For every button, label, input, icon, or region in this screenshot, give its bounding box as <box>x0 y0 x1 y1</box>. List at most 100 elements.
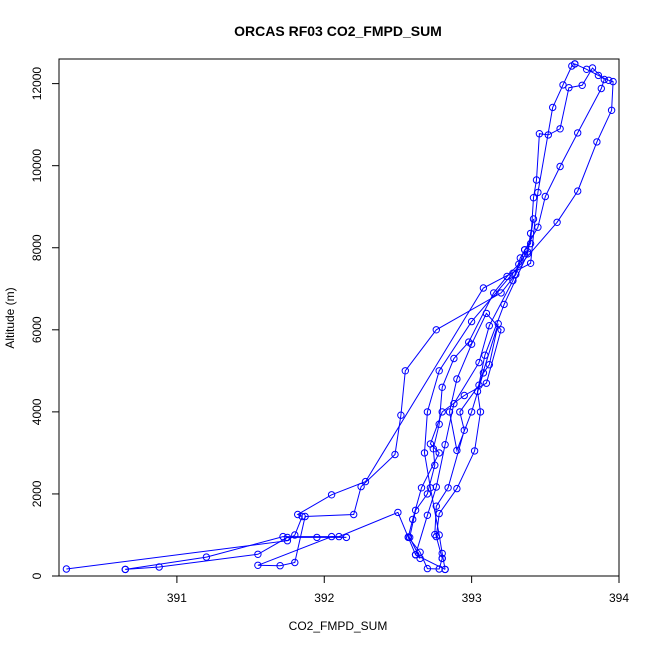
data-point <box>438 549 446 558</box>
chart-title: ORCAS RF03 CO2_FMPD_SUM <box>234 23 442 39</box>
data-point <box>481 351 489 359</box>
data-point <box>534 223 542 231</box>
y-tick-label: 0 <box>30 572 44 579</box>
data-point <box>283 537 292 545</box>
y-tick-label: 12000 <box>30 67 44 101</box>
data-point <box>435 449 443 457</box>
data-point <box>361 477 370 486</box>
data-point <box>565 84 573 92</box>
data-point <box>350 510 358 519</box>
series-layer <box>62 60 617 574</box>
data-point <box>301 512 309 521</box>
data-point <box>411 506 420 514</box>
data-point <box>509 276 517 285</box>
data-point <box>594 71 603 80</box>
data-point <box>494 320 502 328</box>
data-point <box>202 553 211 561</box>
y-axis-label: Altitude (m) <box>3 287 17 348</box>
data-point <box>574 129 582 137</box>
data-point <box>438 408 446 416</box>
data-point <box>417 484 426 492</box>
data-point <box>435 367 443 375</box>
x-tick-label: 392 <box>314 591 334 605</box>
data-point <box>441 441 449 449</box>
data-point <box>404 533 412 541</box>
data-point <box>456 408 464 416</box>
data-point <box>298 512 306 521</box>
data-point <box>423 490 432 498</box>
data-point <box>497 326 505 334</box>
data-point <box>431 530 439 539</box>
y-tick-label: 6000 <box>30 316 44 343</box>
data-point <box>529 194 538 202</box>
data-point <box>593 138 601 146</box>
data-point <box>435 565 443 573</box>
data-point <box>254 561 262 569</box>
data-point <box>535 130 544 138</box>
data-point <box>529 215 538 223</box>
data-point <box>578 81 586 90</box>
data-point <box>420 449 429 457</box>
data-point <box>313 533 321 542</box>
data-point <box>482 379 491 387</box>
series-line <box>125 249 526 570</box>
data-point <box>438 383 446 391</box>
series-line <box>407 312 502 570</box>
data-point <box>549 103 557 112</box>
data-point <box>482 309 491 318</box>
data-point <box>534 188 542 197</box>
data-point <box>435 420 443 428</box>
data-point <box>467 408 476 416</box>
data-point <box>526 239 535 248</box>
data-point <box>432 532 440 541</box>
data-point <box>453 446 461 455</box>
data-point <box>450 354 458 363</box>
data-point <box>532 176 541 184</box>
y-axis: 0 2000 4000 6000 8000 10000 12000 <box>30 67 60 579</box>
data-point <box>450 400 458 408</box>
data-point <box>276 562 284 570</box>
data-point <box>432 483 440 491</box>
data-point <box>444 484 452 492</box>
data-point <box>476 408 485 416</box>
data-point <box>254 550 262 558</box>
data-point <box>523 250 532 258</box>
data-point <box>523 248 532 256</box>
data-point <box>467 317 476 326</box>
y-tick-label: 10000 <box>30 149 44 183</box>
data-point <box>445 408 454 416</box>
data-point <box>121 565 130 574</box>
data-point <box>409 515 417 524</box>
data-point <box>397 411 405 419</box>
data-point <box>559 81 567 89</box>
x-axis: 391 392 393 394 <box>167 575 629 605</box>
data-point <box>497 289 505 297</box>
data-point <box>571 60 579 68</box>
data-point <box>291 531 299 539</box>
y-tick-label: 4000 <box>30 398 44 425</box>
data-point <box>423 564 432 573</box>
data-point <box>401 367 409 375</box>
series-line <box>66 63 576 570</box>
data-point <box>155 563 163 571</box>
data-point <box>460 426 468 434</box>
data-point <box>609 77 617 86</box>
y-tick-label: 8000 <box>30 234 44 261</box>
data-point <box>597 84 605 93</box>
data-point <box>544 131 552 139</box>
y-tick-label: 2000 <box>30 480 44 507</box>
data-point <box>475 381 483 389</box>
data-point <box>460 391 468 400</box>
data-point <box>394 508 402 517</box>
data-point <box>503 272 511 281</box>
data-point <box>416 548 424 556</box>
data-point <box>479 284 488 292</box>
data-point <box>467 340 476 348</box>
data-point <box>423 408 432 416</box>
series-line <box>415 67 605 555</box>
x-tick-label: 394 <box>609 591 629 605</box>
data-point <box>512 270 520 279</box>
data-point <box>553 218 561 227</box>
data-point <box>426 440 435 448</box>
